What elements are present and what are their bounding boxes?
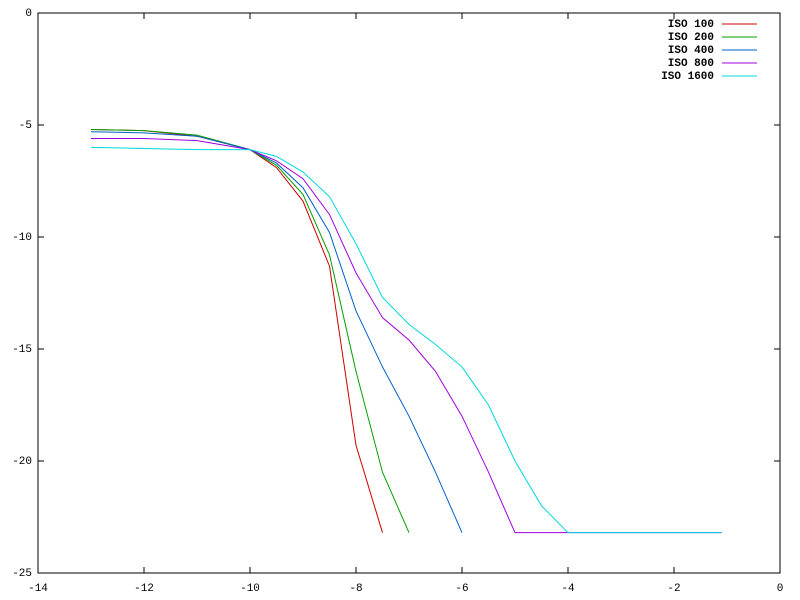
y-tick-label: -10 xyxy=(12,232,32,244)
y-tick-label: -25 xyxy=(12,568,32,580)
x-tick-label: -10 xyxy=(240,583,260,595)
x-tick-label: 0 xyxy=(777,583,784,595)
series-line xyxy=(90,146,722,534)
series-line xyxy=(90,128,410,533)
legend-label: ISO 100 xyxy=(668,19,714,31)
series-line xyxy=(91,137,722,534)
series-line xyxy=(90,128,383,533)
x-tick-label: -2 xyxy=(667,583,680,595)
x-tick-label: -14 xyxy=(28,583,48,595)
x-tick-label: -4 xyxy=(561,583,575,595)
y-tick-label: 0 xyxy=(25,8,32,20)
series-line xyxy=(90,131,463,533)
y-tick-label: -5 xyxy=(19,120,32,132)
plot-frame xyxy=(37,12,781,574)
x-tick-label: -8 xyxy=(349,583,362,595)
legend-label: ISO 200 xyxy=(668,32,714,44)
y-tick-label: -20 xyxy=(12,456,32,468)
y-tick-label: -15 xyxy=(12,344,32,356)
legend-label: ISO 1600 xyxy=(661,71,714,83)
x-tick-label: -12 xyxy=(134,583,154,595)
x-tick-label: -6 xyxy=(455,583,468,595)
legend-label: ISO 400 xyxy=(668,45,714,57)
legend-label: ISO 800 xyxy=(668,58,714,70)
